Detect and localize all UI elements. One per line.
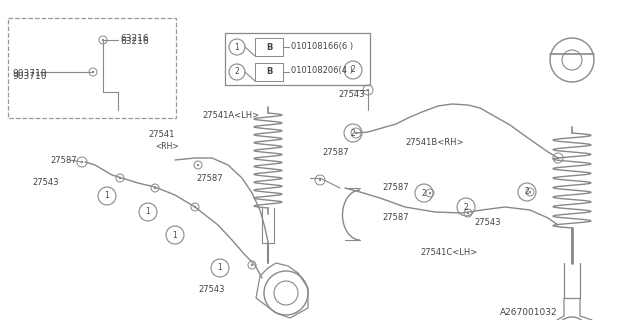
Circle shape bbox=[319, 179, 321, 181]
Circle shape bbox=[529, 191, 531, 193]
Text: A267001032: A267001032 bbox=[500, 308, 557, 317]
Text: 63216: 63216 bbox=[120, 34, 148, 43]
Circle shape bbox=[194, 206, 196, 208]
Text: 27543: 27543 bbox=[474, 218, 500, 227]
Text: <RH>: <RH> bbox=[155, 142, 179, 151]
Text: 27543: 27543 bbox=[32, 178, 58, 187]
Text: 27587: 27587 bbox=[382, 183, 408, 192]
Text: 1: 1 bbox=[146, 207, 150, 217]
Bar bbox=[255, 38, 283, 56]
Text: B: B bbox=[266, 43, 272, 52]
Circle shape bbox=[355, 132, 357, 134]
Text: 2: 2 bbox=[422, 188, 426, 197]
Text: 1: 1 bbox=[173, 230, 177, 239]
Text: B: B bbox=[266, 68, 272, 76]
Text: 1: 1 bbox=[104, 191, 109, 201]
Text: 1: 1 bbox=[218, 263, 222, 273]
Text: 27587: 27587 bbox=[50, 156, 77, 165]
Text: 903710: 903710 bbox=[12, 72, 47, 81]
Text: 2: 2 bbox=[525, 188, 529, 196]
Bar bbox=[8, 18, 176, 118]
Text: 27587: 27587 bbox=[196, 174, 223, 183]
Bar bbox=[255, 63, 283, 81]
Text: 63216: 63216 bbox=[120, 37, 148, 46]
Text: 27543: 27543 bbox=[198, 285, 225, 294]
Text: 27587: 27587 bbox=[322, 148, 349, 157]
Circle shape bbox=[557, 157, 559, 159]
Circle shape bbox=[467, 212, 469, 214]
Text: 010108166(6 ): 010108166(6 ) bbox=[291, 42, 353, 51]
Circle shape bbox=[154, 187, 156, 189]
Text: 1: 1 bbox=[235, 43, 239, 52]
Circle shape bbox=[81, 161, 83, 163]
Text: 27541B<RH>: 27541B<RH> bbox=[405, 138, 463, 147]
Circle shape bbox=[251, 264, 253, 266]
Text: 2: 2 bbox=[351, 129, 355, 138]
Circle shape bbox=[92, 71, 94, 73]
Text: 2: 2 bbox=[463, 203, 468, 212]
Text: 27541: 27541 bbox=[148, 130, 174, 139]
Text: 010108206(4 ): 010108206(4 ) bbox=[291, 67, 353, 76]
Text: 27587: 27587 bbox=[382, 213, 408, 222]
Text: 2: 2 bbox=[235, 68, 239, 76]
Circle shape bbox=[367, 89, 369, 91]
Text: 27541C<LH>: 27541C<LH> bbox=[420, 248, 477, 257]
Circle shape bbox=[102, 39, 104, 41]
Circle shape bbox=[119, 177, 121, 179]
Text: 2: 2 bbox=[351, 66, 355, 75]
Bar bbox=[225, 33, 370, 85]
Text: 27541A<LH>: 27541A<LH> bbox=[202, 111, 259, 120]
Circle shape bbox=[197, 164, 199, 166]
Text: 903710: 903710 bbox=[12, 69, 47, 78]
Text: 27543: 27543 bbox=[338, 90, 365, 99]
Circle shape bbox=[429, 192, 431, 194]
